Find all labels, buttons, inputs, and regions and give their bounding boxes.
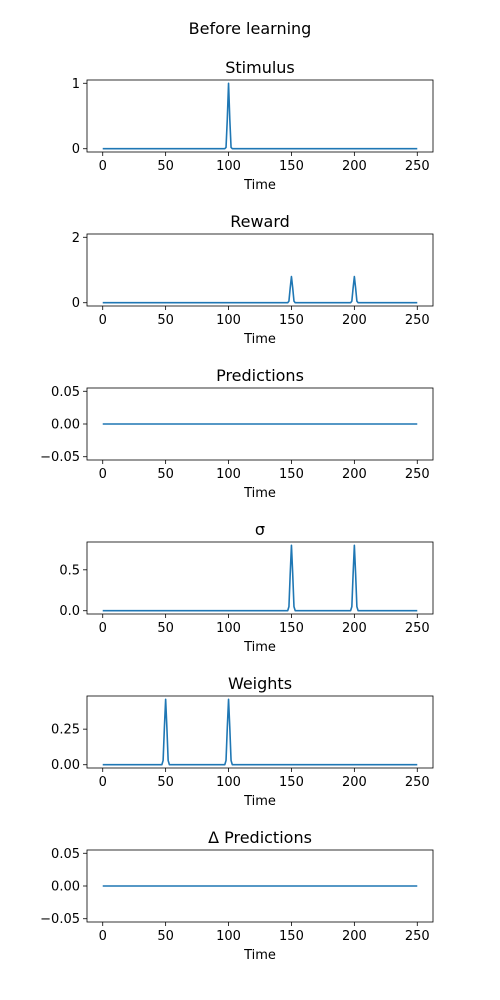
x-tick-label: 150 [279,929,304,944]
subplot-1: Stimulus 0 50 100 150 200 250 0 1 Time [72,58,434,193]
y-tick-label: 0 [72,296,80,311]
x-tick-label: 50 [157,929,174,944]
x-tick-label: 200 [342,775,367,790]
x-tick-label: 250 [405,159,430,174]
x-tick-label: 100 [216,159,241,174]
plot-frame [86,79,434,153]
y-tick-label: 0.05 [51,847,80,862]
series-line-1 [102,544,418,612]
x-tick-label: 0 [99,621,107,636]
x-tick-label: 250 [405,775,430,790]
subplot-6: Δ Predictions 0 50 100 150 200 250 0.05 0.00 −0.0… [40,828,434,963]
subplot-3: Predictions 0 50 100 150 200 250 0.05 0.00 −0.05 T… [40,366,434,501]
x-tick-label: 200 [342,313,367,328]
figure-title: Before learning [189,19,312,38]
x-axis-label: Time [243,486,276,501]
x-axis-label: Time [243,332,276,347]
x-tick-label: 100 [216,929,241,944]
x-tick-label: 50 [157,313,174,328]
plot-frame [86,233,434,307]
x-tick-label: 50 [157,159,174,174]
y-tick-label: 0 [72,142,80,157]
subplot-title: Δ Predictions [208,828,312,847]
x-tick-label: 250 [405,929,430,944]
plot-frame [86,541,434,615]
subplot-2: Reward 0 50 100 150 200 250 0 2 Time [72,212,434,347]
x-tick-label: 0 [99,929,107,944]
x-tick-label: 250 [405,467,430,482]
x-tick-label: 250 [405,313,430,328]
subplot-title: σ [255,520,265,539]
x-tick-label: 150 [279,775,304,790]
x-tick-label: 100 [216,467,241,482]
plot-frame [86,849,434,923]
plot-frame [86,695,434,769]
y-tick-label: 0.00 [51,758,80,773]
x-axis-label: Time [243,178,276,193]
subplot-title: Weights [228,674,292,693]
x-tick-label: 50 [157,775,174,790]
subplot-title: Predictions [216,366,304,385]
y-tick-label: 0.25 [51,723,80,738]
x-tick-label: 150 [279,621,304,636]
x-tick-label: 100 [216,313,241,328]
x-tick-label: 200 [342,467,367,482]
x-tick-label: 150 [279,159,304,174]
subplot-4: σ 0 50 100 150 200 250 0.5 0.0 Time [59,520,434,655]
x-axis-label: Time [243,794,276,809]
x-tick-label: 200 [342,159,367,174]
y-tick-label: 2 [72,231,80,246]
x-tick-label: 200 [342,621,367,636]
y-tick-label: 0.00 [51,880,80,895]
x-tick-label: 0 [99,775,107,790]
y-tick-label: 0.00 [51,418,80,433]
subplot-title: Stimulus [225,58,295,77]
x-tick-label: 100 [216,621,241,636]
x-axis-label: Time [243,948,276,963]
x-tick-label: 150 [279,467,304,482]
y-tick-label: −0.05 [40,450,80,465]
y-tick-label: 1 [72,77,80,92]
x-tick-label: 0 [99,313,107,328]
y-tick-label: 0.05 [51,385,80,400]
y-tick-label: −0.05 [40,912,80,927]
x-tick-label: 200 [342,929,367,944]
series-line-1 [102,698,418,766]
x-tick-label: 0 [99,159,107,174]
y-tick-label: 0.5 [59,563,80,578]
x-tick-label: 50 [157,467,174,482]
x-tick-label: 100 [216,775,241,790]
x-tick-label: 0 [99,467,107,482]
x-tick-label: 150 [279,313,304,328]
x-tick-label: 250 [405,621,430,636]
y-tick-label: 0.0 [59,604,80,619]
series-line-1 [102,82,418,150]
x-axis-label: Time [243,640,276,655]
subplot-5: Weights 0 50 100 150 200 250 0.25 0.00 Time [51,674,434,809]
series-line-1 [102,275,418,304]
x-tick-label: 50 [157,621,174,636]
subplot-title: Reward [230,212,290,231]
plot-frame [86,387,434,461]
